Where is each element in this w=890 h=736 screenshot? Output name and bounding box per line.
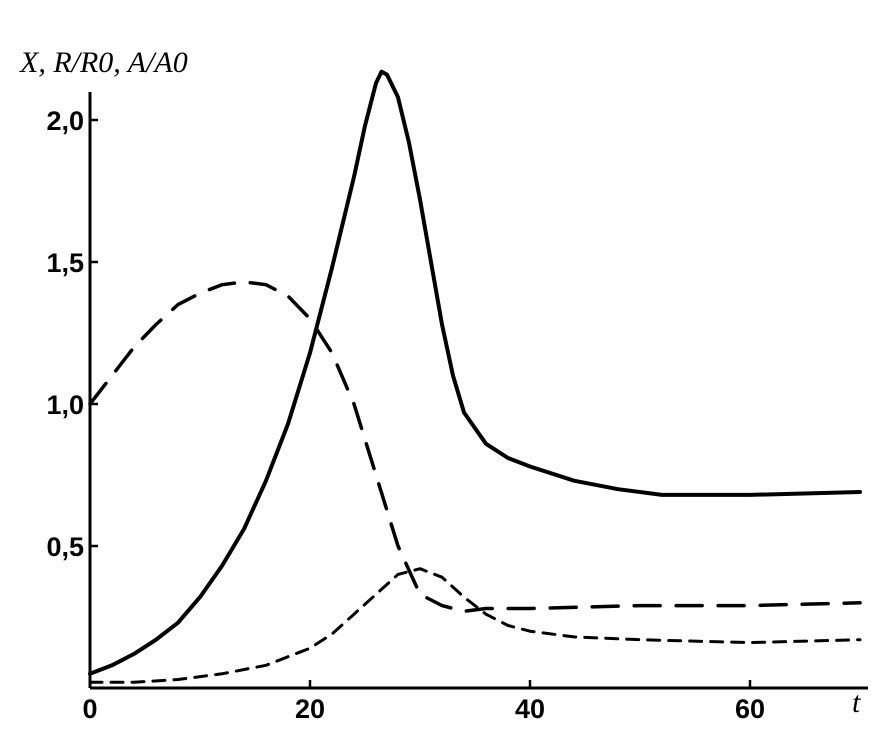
series-line-long-dash: [88, 280, 862, 614]
x-axis-label: t: [852, 686, 861, 719]
y-tick-label-3: 2,0: [46, 106, 84, 136]
series-layer: [88, 69, 862, 684]
series-line-solid: [88, 69, 862, 676]
y-axis-label: X, R/R0, A/A0: [19, 46, 188, 79]
x-tick-label-2: 40: [515, 694, 545, 724]
y-tick-label-1: 1,0: [46, 390, 84, 420]
x-tick-label-3: 60: [735, 694, 765, 724]
x-tick-label-1: 20: [295, 694, 325, 724]
y-tick-label-2: 1,5: [46, 248, 84, 278]
axes: [88, 92, 868, 690]
ticks: 0,5 1,0 1,5 2,0 0 20 40 60: [46, 106, 765, 724]
y-tick-label-0: 0,5: [46, 532, 84, 562]
x-tick-label-0: 0: [82, 694, 97, 724]
series-line-short-dash: [88, 567, 862, 684]
